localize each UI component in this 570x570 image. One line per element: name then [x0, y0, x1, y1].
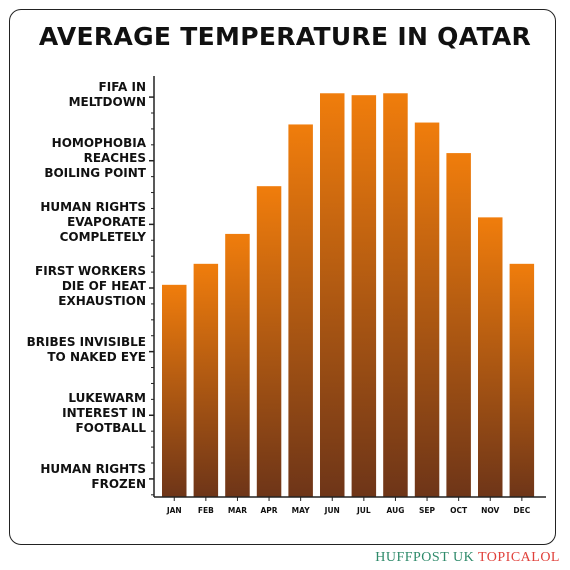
x-tick-label: SEP — [419, 506, 436, 515]
x-tick-label: DEC — [513, 506, 530, 515]
x-tick-label: JUN — [324, 506, 340, 515]
x-tick-label: MAY — [292, 506, 311, 515]
y-tick-label: LUKEWARM INTEREST IN FOOTBALL — [62, 390, 146, 435]
bar-jun — [320, 93, 345, 497]
bar-mar — [225, 233, 250, 497]
chart-title: AVERAGE TEMPERATURE IN QATAR — [38, 22, 532, 51]
y-tick-label: HUMAN RIGHTS FROZEN — [40, 461, 146, 491]
bar-feb — [193, 263, 219, 497]
y-tick-label: BRIBES INVISIBLE TO NAKED EYE — [26, 334, 146, 364]
bar-dec — [509, 263, 535, 497]
x-tick-label: OCT — [450, 506, 468, 515]
credit-sub: TOPICALOL — [477, 550, 560, 565]
y-tick-label: HUMAN RIGHTS EVAPORATE COMPLETELY — [40, 199, 146, 244]
credit-line: HUFFPOST UK TOPICALOL — [375, 550, 560, 566]
bar-may — [288, 124, 313, 498]
y-tick-label: FIFA IN MELTDOWN — [68, 80, 146, 110]
x-tick-label: APR — [261, 506, 278, 515]
x-tick-label: JUL — [356, 506, 371, 515]
bar-oct — [446, 153, 471, 497]
bar-jul — [351, 95, 377, 497]
x-tick-label: FEB — [198, 506, 214, 515]
x-tick-label: AUG — [387, 506, 405, 515]
x-tick-label: MAR — [228, 506, 247, 515]
bar-nov — [478, 217, 503, 497]
bar-sep — [414, 122, 440, 497]
x-tick-label: NOV — [481, 506, 499, 515]
bar-apr — [256, 186, 282, 497]
y-tick-label: FIRST WORKERS DIE OF HEAT EXHAUSTION — [35, 263, 146, 308]
bar-aug — [383, 93, 408, 497]
x-tick-label: JAN — [166, 506, 182, 515]
credit-brand: HUFFPOST UK — [375, 550, 475, 565]
bar-jan — [162, 284, 187, 497]
y-tick-label: HOMOPHOBIA REACHES BOILING POINT — [44, 136, 146, 181]
